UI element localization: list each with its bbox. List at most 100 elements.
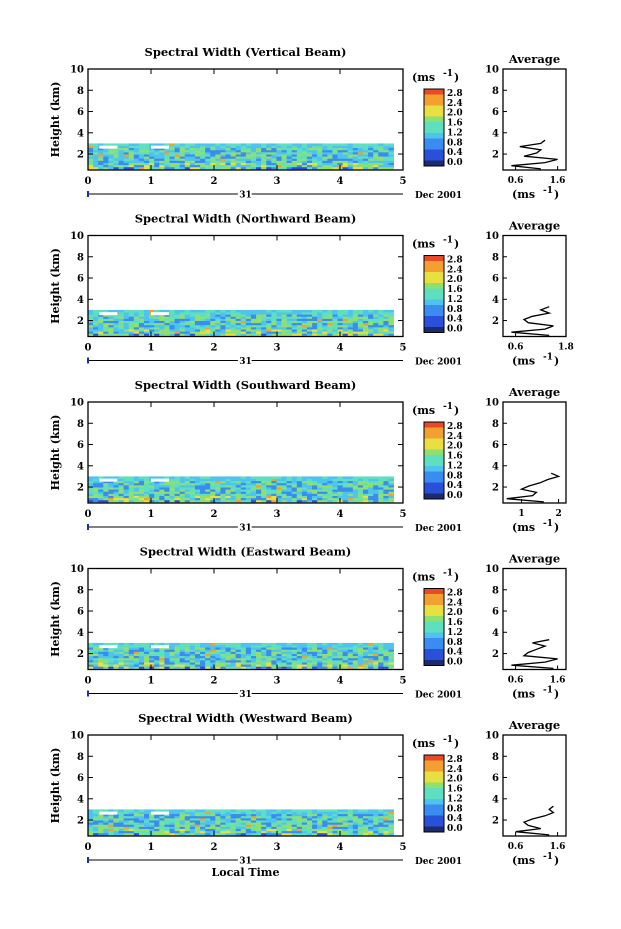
heatmap-cell xyxy=(388,666,394,669)
heatmap-cell xyxy=(149,499,155,503)
colorbar-swatch xyxy=(424,149,444,156)
heatmap-cell xyxy=(159,322,165,326)
heatmap-cell xyxy=(383,166,389,170)
heatmap-cell xyxy=(88,162,94,166)
heatmap-cell xyxy=(291,653,298,657)
heatmap-cell xyxy=(103,156,109,159)
heatmap-cell xyxy=(363,324,369,328)
heatmap-cell xyxy=(169,329,175,332)
heatmap-cell xyxy=(332,832,338,836)
heatmap-cell xyxy=(108,487,114,490)
heatmap-cell xyxy=(368,166,374,170)
heatmap-cell xyxy=(230,309,237,313)
heatmap-cell xyxy=(281,329,287,332)
heatmap-cell xyxy=(205,489,211,492)
heatmap-cell xyxy=(123,324,130,328)
heatmap-cell xyxy=(210,149,216,153)
heatmap-cell xyxy=(215,832,221,836)
heatmap-cell xyxy=(281,820,287,823)
colorbar-unit-close: ) xyxy=(454,238,459,251)
heatmap-cell xyxy=(138,826,145,829)
heatmap-cell xyxy=(276,484,282,488)
heatmap-cell xyxy=(347,324,354,328)
heatmap-cell xyxy=(184,499,191,503)
heatmap-cell xyxy=(306,642,313,646)
heatmap-cell xyxy=(357,657,364,661)
heatmap-cell xyxy=(378,820,384,823)
heatmap-cell xyxy=(327,156,333,159)
heatmap-cell xyxy=(347,497,354,501)
heatmap-cell xyxy=(312,156,318,159)
heatmap-cell xyxy=(128,809,135,812)
heatmap-cell xyxy=(342,666,349,669)
heatmap-cell xyxy=(123,154,130,157)
heatmap-cell xyxy=(138,491,145,494)
heatmap-cell xyxy=(271,642,277,646)
heatmap-cell xyxy=(327,645,333,648)
heatmap-cell xyxy=(169,815,175,819)
heatmap-cell xyxy=(220,309,226,313)
heatmap-cell xyxy=(368,662,374,665)
panel-1: Spectral Width (Vertical Beam)246810Heig… xyxy=(49,45,567,203)
heatmap-cell xyxy=(220,826,226,829)
heatmap-cell xyxy=(189,145,196,149)
heatmap-cell xyxy=(128,664,135,667)
x-tick-label: 1 xyxy=(148,176,155,187)
heatmap-cell xyxy=(363,154,369,157)
heatmap-cell xyxy=(368,316,374,319)
heatmap-cell xyxy=(327,828,333,832)
heatmap-cell xyxy=(261,822,267,825)
heatmap-cell xyxy=(103,820,109,823)
heatmap-cell xyxy=(123,158,130,161)
heatmap-cell xyxy=(276,824,282,827)
panel-3: Spectral Width (Southward Beam)246810Hei… xyxy=(49,378,567,536)
heatmap-cell xyxy=(312,822,318,825)
heatmap-cell xyxy=(164,491,170,494)
heatmap-cell xyxy=(388,318,394,321)
heatmap-cell xyxy=(363,809,369,812)
heatmap-cell xyxy=(159,649,165,652)
heatmap-cell xyxy=(235,642,242,646)
heatmap-cell xyxy=(164,147,170,151)
heatmap-cell xyxy=(250,324,257,328)
heatmap-cell xyxy=(301,497,308,501)
heatmap-cell xyxy=(383,649,389,652)
heatmap-cell xyxy=(296,324,303,328)
heatmap-cell xyxy=(118,331,125,334)
heatmap-cell xyxy=(388,657,394,661)
heatmap-cell xyxy=(357,320,364,324)
heatmap-cell xyxy=(123,653,130,657)
heatmap-cell xyxy=(200,832,206,836)
heatmap-cell xyxy=(373,312,379,315)
heatmap-cell xyxy=(261,324,267,328)
heatmap-cell xyxy=(174,324,181,328)
heatmap-cell xyxy=(88,326,94,330)
heatmap-cell xyxy=(184,811,191,815)
heatmap-cell xyxy=(138,324,145,328)
heatmap-cell xyxy=(368,312,374,315)
heatmap-cell xyxy=(306,657,313,661)
heatmap-cell xyxy=(149,491,155,494)
colorbar-tick-label: 0.8 xyxy=(447,305,463,315)
heatmap-cell xyxy=(383,154,389,157)
heatmap-cell xyxy=(245,493,252,496)
colorbar-frame xyxy=(423,421,445,500)
heatmap-cell xyxy=(113,826,119,829)
heatmap-cell xyxy=(357,145,364,149)
heatmap-cell xyxy=(133,493,140,496)
heatmap-cell xyxy=(291,822,298,825)
heatmap-cell xyxy=(240,478,247,482)
heatmap-cell xyxy=(378,662,384,665)
heatmap-cell xyxy=(281,647,287,650)
heatmap-cell xyxy=(184,156,191,159)
heatmap-cell xyxy=(184,314,191,317)
heatmap-cell xyxy=(103,309,109,313)
heatmap-cell xyxy=(378,495,384,499)
heatmap-cell xyxy=(235,832,242,836)
heatmap-cell xyxy=(93,493,99,496)
heatmap-cell xyxy=(88,493,94,496)
heatmap-cell xyxy=(138,160,145,163)
heatmap-cell xyxy=(301,166,308,170)
heatmap-cell xyxy=(327,491,333,494)
heatmap-cell xyxy=(88,811,94,815)
